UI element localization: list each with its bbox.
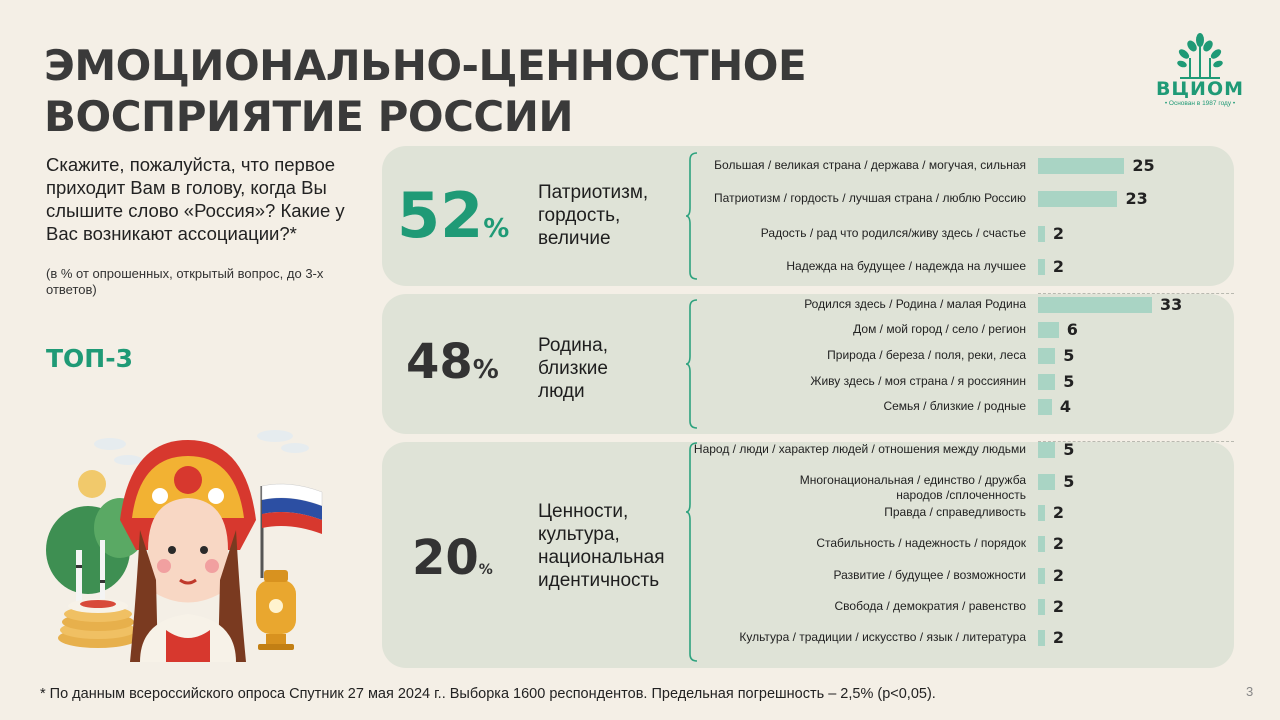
bar-label: Народ / люди / характер людей / отношени… xyxy=(693,442,1026,456)
bar-label: Живу здесь / моя страна / я россиянин xyxy=(810,374,1026,388)
bar-value-label: 2 xyxy=(1052,566,1065,585)
bar xyxy=(1038,348,1056,364)
page-title: ЭМОЦИОНАЛЬНО-ЦЕННОСТНОЕ ВОСПРИЯТИЕ РОССИ… xyxy=(44,40,807,142)
tree-icon xyxy=(1177,33,1223,79)
bar xyxy=(1038,191,1118,207)
survey-question: Скажите, пожалуйста, что первое приходит… xyxy=(46,154,345,244)
logo-subtitle: • Основан в 1987 году • xyxy=(1164,100,1236,107)
group-panel-2: 48% Родина, близкие люди Родился здесь /… xyxy=(382,293,1234,434)
group-category-label: Родина, близкие люди xyxy=(538,335,609,402)
group-category-label: Патриотизм, гордость, величие xyxy=(538,182,649,249)
bar-value-label: 33 xyxy=(1160,295,1183,314)
bar-label: Стабильность / надежность / порядок xyxy=(816,536,1026,550)
bar-value-label: 6 xyxy=(1066,320,1078,339)
group-category-label: Ценности, культура, национальная идентич… xyxy=(538,501,665,591)
bar-value-label: 2 xyxy=(1052,503,1065,522)
bar-value-label: 2 xyxy=(1052,224,1065,243)
bar-label: Правда / справедливость xyxy=(884,505,1026,519)
group-percent-sign: % xyxy=(483,214,510,244)
brace-icon xyxy=(686,442,698,662)
bar xyxy=(1038,536,1045,552)
bar xyxy=(1038,374,1056,390)
bar-label: Культура / традиции / искусство / язык /… xyxy=(739,630,1026,644)
group-percent-value: 48 xyxy=(406,334,473,390)
samovar-icon xyxy=(256,570,296,650)
bar-label: Многонациональная / единство / дружба на… xyxy=(799,473,1026,502)
divider xyxy=(1038,441,1234,442)
page-number: 3 xyxy=(1246,684,1254,699)
russian-flag-icon xyxy=(260,483,323,578)
vciom-logo: ВЦИОМ • Основан в 1987 году • xyxy=(1150,32,1250,112)
group-percent: 52% xyxy=(397,182,509,263)
bar-label: Родился здесь / Родина / малая Родина xyxy=(804,297,1026,311)
bar-label: Свобода / демократия / равенство xyxy=(834,599,1026,613)
woman-icon xyxy=(120,440,256,662)
bar-label: Природа / береза / поля, реки, леса xyxy=(827,348,1026,362)
bar xyxy=(1038,259,1045,275)
sun-icon xyxy=(78,470,106,498)
logo-text: ВЦИОМ xyxy=(1155,78,1245,100)
group-percent-sign: % xyxy=(472,355,499,385)
bar-value-label: 2 xyxy=(1052,257,1065,276)
brace-icon xyxy=(686,152,698,280)
cloud-icon xyxy=(94,430,309,465)
bar xyxy=(1038,474,1056,490)
footnote: * По данным всероссийского опроса Спутни… xyxy=(40,686,936,702)
bar xyxy=(1038,630,1045,646)
bar-value-label: 5 xyxy=(1063,346,1075,365)
group-percent-value: 52 xyxy=(397,179,484,252)
brace-icon xyxy=(686,299,698,429)
group-percent: 20% xyxy=(412,530,493,598)
bar xyxy=(1038,399,1052,415)
group-percent-sign: % xyxy=(478,562,493,578)
group-percent: 48% xyxy=(406,334,499,398)
bar xyxy=(1038,297,1152,313)
bar-value-label: 4 xyxy=(1059,397,1071,416)
bar-label: Патриотизм / гордость / лучшая страна / … xyxy=(714,191,1026,205)
bar-value-label: 2 xyxy=(1052,628,1065,647)
survey-question-note: (в % от опрошенных, открытый вопрос, до … xyxy=(46,266,324,297)
group-panel-3: 20% Ценности, культура, национальная иде… xyxy=(382,440,1234,668)
bar-value-label: 2 xyxy=(1052,534,1065,553)
bar xyxy=(1038,158,1125,174)
bar-label: Развитие / будущее / возможности xyxy=(833,568,1027,582)
bar xyxy=(1038,599,1045,615)
bar-label: Большая / великая страна / держава / мог… xyxy=(714,158,1026,172)
bar-value-label: 5 xyxy=(1063,472,1075,491)
pancakes-icon xyxy=(58,599,138,648)
top-3-label: ТОП-3 xyxy=(46,344,133,373)
bar xyxy=(1038,505,1045,521)
bar-label: Семья / близкие / родные xyxy=(883,399,1026,413)
bar-value-label: 5 xyxy=(1063,372,1075,391)
illustration xyxy=(40,400,340,670)
bar-label: Надежда на будущее / надежда на лучшее xyxy=(786,259,1026,273)
bar-label: Дом / мой город / село / регион xyxy=(853,322,1026,336)
bar xyxy=(1038,442,1056,458)
bar xyxy=(1038,226,1045,242)
title-line-2: ВОСПРИЯТИЕ РОССИИ xyxy=(44,92,574,141)
group-panel-1: 52% Патриотизм, гордость, величие Больша… xyxy=(382,146,1234,286)
bar xyxy=(1038,322,1059,338)
title-line-1: ЭМОЦИОНАЛЬНО-ЦЕННОСТНОЕ xyxy=(44,41,807,90)
group-percent-value: 20 xyxy=(412,530,479,586)
bar-value-label: 2 xyxy=(1052,597,1065,616)
bar xyxy=(1038,568,1045,584)
bar-label: Радость / рад что родился/живу здесь / с… xyxy=(760,226,1026,240)
divider xyxy=(1038,293,1234,294)
bar-value-label: 25 xyxy=(1132,156,1155,175)
bar-value-label: 5 xyxy=(1063,440,1075,459)
bar-value-label: 23 xyxy=(1125,189,1148,208)
